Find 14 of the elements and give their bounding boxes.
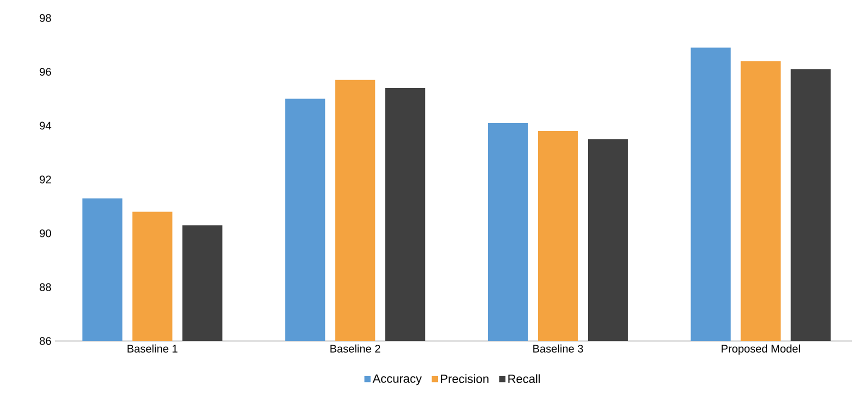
y-tick-label: 90 [40,229,52,238]
x-tick-label: Proposed Model [722,344,800,355]
legend-label: Precision [440,374,488,384]
x-tick-label: Baseline 1 [128,344,178,353]
y-tick-label: 96 [40,68,51,76]
legend-label: Recall [508,374,540,384]
x-tick-label: Baseline 2 [330,344,380,353]
y-tick-label: 86 [40,337,51,345]
x-tick-label: Baseline 3 [533,344,584,353]
y-tick-label: 88 [40,283,51,292]
y-tick-label: 92 [40,176,51,184]
legend-label: Accuracy [372,374,422,386]
y-tick-label: 94 [40,122,52,130]
y-tick-label: 98 [40,14,51,22]
